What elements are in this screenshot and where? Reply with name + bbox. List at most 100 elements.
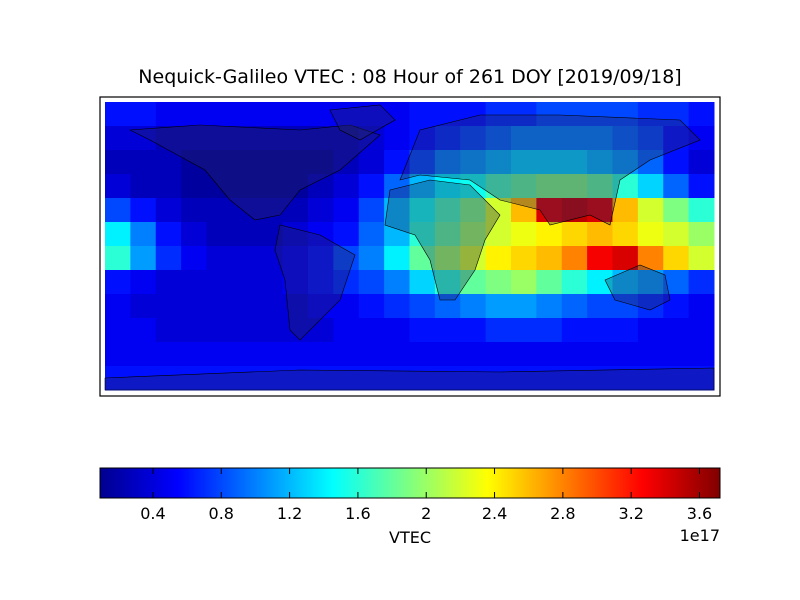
heatmap-cell (206, 318, 233, 343)
heatmap-cell (612, 342, 639, 367)
heatmap-cell (231, 270, 258, 295)
heatmap-cell (434, 222, 461, 247)
heatmap-cell (155, 126, 182, 151)
heatmap-cell (485, 222, 512, 247)
heatmap-cell (612, 126, 639, 151)
heatmap-cell (536, 126, 563, 151)
heatmap-cell (130, 174, 157, 199)
heatmap-cell (511, 342, 537, 367)
heatmap-cell (257, 150, 284, 175)
heatmap-cell (561, 222, 588, 247)
heatmap-cell (511, 198, 537, 223)
heatmap-cell (460, 102, 487, 127)
heatmap-cell (434, 270, 461, 295)
heatmap-cell (663, 150, 690, 175)
heatmap-cell (105, 366, 131, 391)
heatmap-cell (282, 270, 309, 295)
heatmap-cell (511, 174, 537, 199)
heatmap-cell (511, 150, 537, 175)
continent (604, 264, 671, 311)
heatmap-cell (181, 222, 207, 247)
heatmap-cell (358, 150, 385, 175)
heatmap-cell (536, 150, 563, 175)
heatmap-cell (333, 102, 360, 127)
coastlines (104, 104, 715, 391)
heatmap-cell (282, 198, 309, 223)
heatmap-cell (206, 222, 233, 247)
heatmap-cell (130, 342, 157, 367)
heatmap-cell (333, 270, 360, 295)
heatmap-cell (155, 246, 182, 271)
heatmap-cell (637, 318, 664, 343)
heatmap-cell (155, 102, 182, 127)
heatmap-cell (181, 150, 207, 175)
heatmap-cell (688, 366, 715, 391)
heatmap-cell (308, 102, 334, 127)
heatmap-cell (181, 174, 207, 199)
heatmap-cell (409, 126, 436, 151)
heatmap-cell (663, 222, 690, 247)
heatmap-cell (561, 174, 588, 199)
heatmap-cell (358, 294, 385, 319)
colorbar-tick-label: 3.2 (618, 504, 643, 523)
heatmap-cell (688, 246, 715, 271)
colorbar-label: VTEC (389, 528, 431, 547)
heatmap-cell (130, 102, 157, 127)
heatmap-cell (155, 318, 182, 343)
heatmap-cell (130, 126, 157, 151)
heatmap-cell (206, 126, 233, 151)
heatmap-cell (561, 102, 588, 127)
heatmap-cell (587, 126, 613, 151)
heatmap-cell (409, 246, 436, 271)
heatmap-cell (511, 126, 537, 151)
colorbar-tick-label: 1.6 (345, 504, 370, 523)
heatmap-cell (181, 366, 207, 391)
heatmap-cell (105, 246, 131, 271)
heatmap-cell (612, 102, 639, 127)
heatmap-cell (333, 126, 360, 151)
heatmap-cell (434, 318, 461, 343)
heatmap-cell (231, 366, 258, 391)
heatmap-cell (511, 222, 537, 247)
heatmap-cell (130, 270, 157, 295)
heatmap-cell (485, 270, 512, 295)
heatmap-cell (561, 246, 588, 271)
heatmap-cell (105, 222, 131, 247)
heatmap-cell (637, 102, 664, 127)
heatmap-cell (663, 246, 690, 271)
heatmap-cell (282, 342, 309, 367)
heatmap-cell (384, 270, 410, 295)
heatmap-cell (206, 174, 233, 199)
heatmap-cell (561, 318, 588, 343)
heatmap-cell (536, 174, 563, 199)
heatmap-cell (308, 150, 334, 175)
heatmap-cell (384, 318, 410, 343)
heatmap-cell (358, 270, 385, 295)
heatmap-cell (358, 222, 385, 247)
heatmap-cell (485, 126, 512, 151)
heatmap-cell (587, 318, 613, 343)
heatmap-cell (130, 198, 157, 223)
heatmap-cell (688, 102, 715, 127)
heatmap-cell (612, 222, 639, 247)
heatmap-cell (485, 150, 512, 175)
heatmap-cell (282, 174, 309, 199)
continent (274, 224, 356, 341)
colorbar-offset: 1e17 (680, 526, 720, 545)
heatmap-cell (384, 126, 410, 151)
heatmap-cell (257, 270, 284, 295)
heatmap-cell (663, 366, 690, 391)
heatmap-cell (536, 318, 563, 343)
heatmap-cell (637, 150, 664, 175)
heatmap-cell (282, 150, 309, 175)
heatmap-cell (485, 294, 512, 319)
heatmap-cell (181, 198, 207, 223)
heatmap-cell (155, 174, 182, 199)
chart-title: Nequick-Galileo VTEC : 08 Hour of 261 DO… (138, 66, 681, 88)
heatmap-cell (257, 222, 284, 247)
heatmap-cell (536, 342, 563, 367)
heatmap-cell (434, 150, 461, 175)
heatmap-cell (384, 294, 410, 319)
heatmap-cell (308, 222, 334, 247)
heatmap-cell (358, 198, 385, 223)
